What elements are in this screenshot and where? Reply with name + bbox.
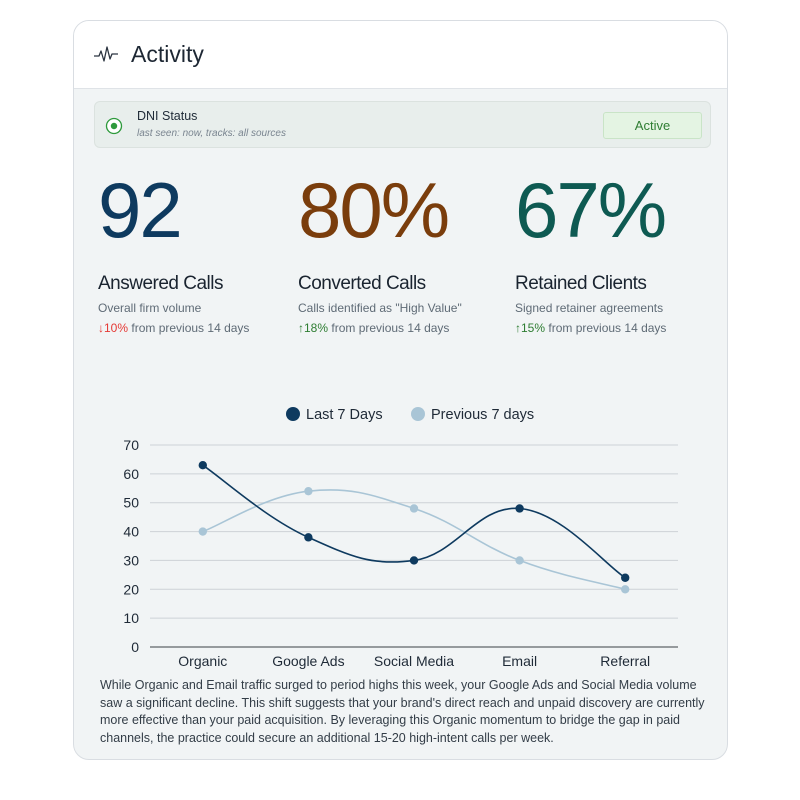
change-suffix: from previous 14 days	[545, 321, 667, 335]
data-point	[304, 533, 313, 542]
metric-value: 92	[98, 166, 183, 254]
data-point	[304, 486, 313, 496]
metric-answered-calls: 92 Answered Calls Overall firm volume ↓1…	[98, 171, 298, 335]
activity-card: Activity DNI Status last seen: now, trac…	[73, 20, 728, 760]
data-point	[515, 556, 524, 565]
data-point	[198, 527, 207, 536]
data-point	[409, 556, 419, 565]
card-header: Activity	[74, 21, 727, 89]
dni-title: DNI Status	[137, 109, 198, 123]
chart-svg: 0 10 20 30 40 50 60 70 Organic Google Ads Social M…	[123, 407, 678, 669]
status-badge: Active	[603, 112, 702, 139]
change-percent: 10%	[104, 321, 129, 335]
status-radio-icon	[105, 117, 123, 135]
metric-change: ↑18% from previous 14 days	[298, 321, 498, 335]
legend-marker	[411, 407, 425, 421]
metric-label: Answered Calls	[98, 273, 224, 294]
y-tick-label: 20	[123, 581, 139, 597]
x-tick-label: Organic	[178, 653, 227, 669]
x-tick-label: Referral	[600, 653, 650, 669]
legend-label: Previous 7 days	[431, 407, 534, 423]
x-tick-label: Email	[502, 653, 537, 669]
metric-value: 67%	[515, 166, 667, 254]
metric-change: ↑15% from previous 14 days	[515, 321, 715, 335]
card-title: Activity	[131, 41, 204, 67]
metric-description: Signed retainer agreements	[515, 301, 664, 315]
metric-converted-calls: 80% Converted Calls Calls identified as …	[298, 171, 498, 335]
legend-marker	[286, 407, 300, 421]
insight-summary: While Organic and Email traffic surged t…	[100, 678, 705, 745]
x-tick-label: Social Media	[374, 653, 454, 669]
data-point	[409, 504, 419, 513]
x-tick-label: Google Ads	[272, 653, 344, 669]
change-suffix: from previous 14 days	[328, 321, 450, 335]
y-tick-label: 60	[123, 466, 139, 482]
metric-change: ↓10% from previous 14 days	[98, 321, 298, 335]
metric-description: Overall firm volume	[98, 301, 202, 315]
arrow-up-icon: ↑	[298, 321, 304, 335]
metric-label: Retained Clients	[515, 273, 647, 294]
legend-label: Last 7 Days	[306, 407, 383, 423]
dni-status-panel: DNI Status last seen: now, tracks: all s…	[94, 101, 711, 148]
metric-label: Converted Calls	[298, 273, 426, 294]
data-point	[621, 585, 630, 594]
metric-description: Calls identified as "High Value"	[298, 301, 462, 315]
change-suffix: from previous 14 days	[128, 321, 250, 335]
y-tick-label: 0	[131, 639, 139, 655]
data-point	[198, 461, 207, 470]
arrow-up-icon: ↑	[515, 321, 521, 335]
y-tick-label: 70	[123, 437, 139, 453]
metric-value: 80%	[298, 166, 450, 254]
arrow-down-icon: ↓	[98, 321, 104, 335]
line-chart: 0 10 20 30 40 50 60 70 Organic Google Ads Social M…	[74, 381, 727, 671]
y-tick-label: 30	[123, 552, 139, 568]
pulse-icon	[93, 45, 119, 65]
data-point	[621, 573, 630, 582]
change-percent: 15%	[521, 321, 546, 335]
y-tick-label: 40	[123, 524, 139, 540]
data-point	[515, 504, 524, 513]
change-percent: 18%	[304, 321, 329, 335]
y-tick-label: 10	[123, 610, 139, 626]
metric-retained-clients: 67% Retained Clients Signed retainer agr…	[515, 171, 715, 335]
y-tick-label: 50	[123, 495, 139, 511]
dni-subtitle: last seen: now, tracks: all sources	[137, 128, 286, 139]
